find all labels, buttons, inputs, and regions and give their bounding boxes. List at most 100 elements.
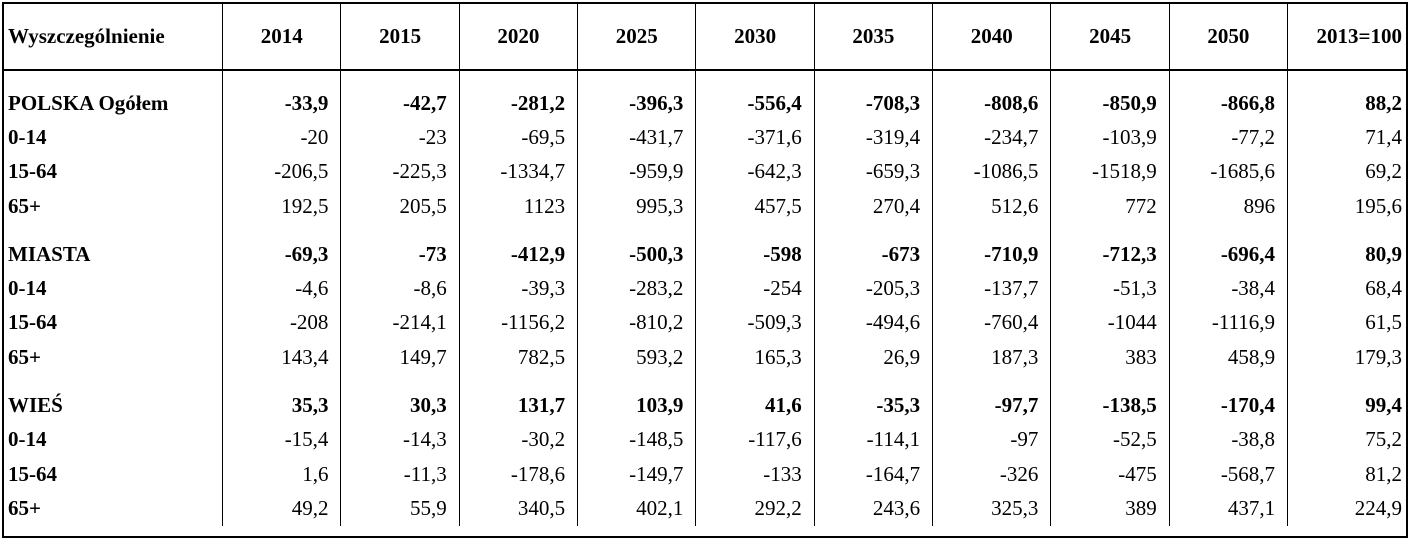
value-cell: -38,4 [1169,271,1289,306]
table-row: 15-64 -208 -214,1 -1156,2 -810,2 -509,3 -494,6… [4,305,1406,341]
column-header: 2014 [222,4,342,71]
value-cell: 165,3 [695,340,815,375]
spacer-cell [1288,374,1406,388]
value-cell: -39,3 [459,271,579,306]
age-group-label: 15-64 [4,456,224,492]
value-cell: -1685,6 [1169,154,1289,189]
value-cell: 457,5 [695,188,815,224]
spacer-cell [695,70,815,86]
value-cell: -52,5 [1050,422,1170,457]
value-cell: -97 [932,422,1052,457]
value-cell: -205,3 [814,271,934,306]
spacer-cell [459,374,579,389]
spacer-cell [1050,223,1170,238]
value-cell: -556,4 [695,86,815,121]
column-header: Wyszczególnienie [4,4,224,71]
value-cell: -396,3 [577,86,697,121]
value-cell: 131,7 [459,388,579,423]
value-cell: 187,3 [932,340,1052,375]
value-cell: -69,3 [222,237,342,272]
age-group-label: 15-64 [4,305,224,341]
value-cell: 80,9 [1365,241,1402,266]
value-cell: 512,6 [932,188,1052,224]
spacer-cell [1169,374,1289,389]
value-cell: -710,9 [932,237,1052,272]
spacer-cell [577,374,697,389]
column-header: 2025 [577,4,697,71]
value-cell: -133 [695,456,815,492]
spacer-cell [459,70,579,86]
value-cell: -208 [222,305,342,341]
value-cell: -712,3 [1050,237,1170,272]
column-header: 2030 [695,4,815,71]
value-cell: -850,9 [1050,86,1170,121]
value-cell: -708,3 [814,86,934,121]
age-group-label: 0-14 [4,120,224,155]
value-cell: -38,8 [1169,422,1289,457]
value-cell: -959,9 [577,154,697,189]
table-row: 0-14 -15,4 -14,3 -30,2 -148,5 -117,6 -114,1 -97… [4,422,1406,457]
value-cell: -808,6 [932,86,1052,121]
value-cell: 593,2 [577,340,697,375]
value-cell: -1334,7 [459,154,579,189]
value-cell: -234,7 [932,120,1052,155]
table-row: 65+ 192,5 205,5 1123 995,3 457,5 270,4 512,6 772… [4,188,1406,224]
column-header: 2013=100 [1287,4,1406,71]
value-cell: 35,3 [222,388,342,423]
value-cell: -673 [814,237,934,272]
value-cell: -4,6 [222,271,342,306]
table-row: 15-64 1,6 -11,3 -178,6 -149,7 -133 -164,7 -326-… [4,456,1406,492]
spacer-cell [4,70,224,86]
spacer-cell [340,374,460,389]
population-change-table: Wyszczególnienie 2014 2015 2020 2025 203… [4,4,1406,526]
value-cell: -225,3 [340,154,460,189]
value-cell: -214,1 [340,305,460,341]
value-cell: -1044 [1050,305,1170,341]
value-cell: -254 [695,271,815,306]
value-cell: -412,9 [459,237,579,272]
value-cell: 192,5 [222,188,342,224]
value-cell: 1123 [459,188,579,224]
value-cell: -810,2 [577,305,697,341]
spacer-cell [4,374,224,389]
value-cell: 75,2 [1365,427,1402,452]
spacer-cell [814,374,934,389]
age-group-label: 65+ [4,188,224,224]
table-header: Wyszczególnienie 2014 2015 2020 2025 203… [4,4,1406,71]
value-cell: -598 [695,237,815,272]
value-cell: 69,2 [1365,159,1402,184]
value-cell: 55,9 [340,491,460,526]
spacer-cell [1169,70,1289,86]
age-group-label: 0-14 [4,271,224,306]
value-cell: 402,1 [577,491,697,526]
value-cell: -138,5 [1050,388,1170,423]
spacer-cell [222,374,342,389]
value-cell: -206,5 [222,154,342,189]
spacer-cell [695,374,815,389]
value-cell: 995,3 [577,188,697,224]
value-cell: -42,7 [340,86,460,121]
value-cell: -319,4 [814,120,934,155]
value-cell: -30,2 [459,422,579,457]
value-cell: -866,8 [1169,86,1289,121]
spacer-cell [1288,70,1406,86]
value-cell: 224,9 [1354,495,1402,520]
group-label: WIEŚ [4,388,224,423]
value-cell: 340,5 [459,491,579,526]
value-cell: 49,2 [222,491,342,526]
age-group-label: 65+ [4,340,224,375]
spacer-cell [1050,70,1170,86]
value-cell: 26,9 [814,340,934,375]
value-cell: -500,3 [577,237,697,272]
value-cell: -20 [222,120,342,155]
column-header: 2015 [340,4,460,71]
value-cell: 103,9 [577,388,697,423]
value-cell: -659,3 [814,154,934,189]
value-cell: 61,5 [1365,310,1402,335]
spacer-cell [459,223,579,238]
table-row: 65+ 143,4 149,7 782,5 593,2 165,3 26,9 187,3 383… [4,340,1406,375]
group-total-row: POLSKA Ogółem -33,9 -42,7 -281,2 -396,3 -556,… [4,86,1406,121]
value-cell: -1518,9 [1050,154,1170,189]
value-cell: -8,6 [340,271,460,306]
group-total-row: WIEŚ 35,3 30,3 131,7 103,9 41,6 -35,3 -97,7 -138… [4,388,1406,423]
